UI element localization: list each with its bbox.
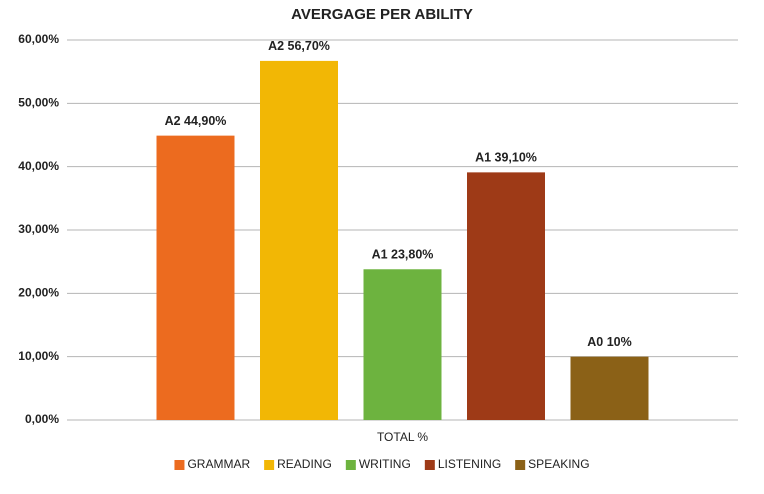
legend-swatch [174,460,185,470]
legend-swatch [264,460,275,470]
y-tick-label: 20,00% [18,286,59,300]
data-label: A1 39,10% [475,151,537,165]
legend-label: SPEAKING [528,457,589,471]
legend-label: LISTENING [438,457,501,471]
legend-label: WRITING [359,457,411,471]
x-tick-label: TOTAL % [377,430,428,444]
legend-label: READING [277,457,332,471]
y-tick-label: 10,00% [18,349,59,363]
data-label: A1 23,80% [372,248,434,262]
y-tick-label: 30,00% [18,222,59,236]
legend-swatch [345,460,356,470]
chart-title: AVERGAGE PER ABILITY [291,6,473,23]
y-tick-label: 0,00% [25,412,59,426]
bar [156,135,235,420]
bar [467,172,545,420]
legend-swatch [424,460,435,470]
data-label: A0 10% [587,335,631,349]
y-tick-label: 50,00% [18,96,59,110]
bar [570,356,649,420]
y-tick-label: 40,00% [18,159,59,173]
data-label: A2 44,90% [165,114,227,128]
legend: GRAMMAR READING WRITING LISTENING SPEAKING [174,457,590,471]
bar [260,60,338,421]
data-label: A2 56,70% [268,39,330,53]
legend-swatch [515,460,526,470]
bar [363,269,442,420]
y-tick-label: 60,00% [18,32,59,46]
legend-label: GRAMMAR [187,457,250,471]
